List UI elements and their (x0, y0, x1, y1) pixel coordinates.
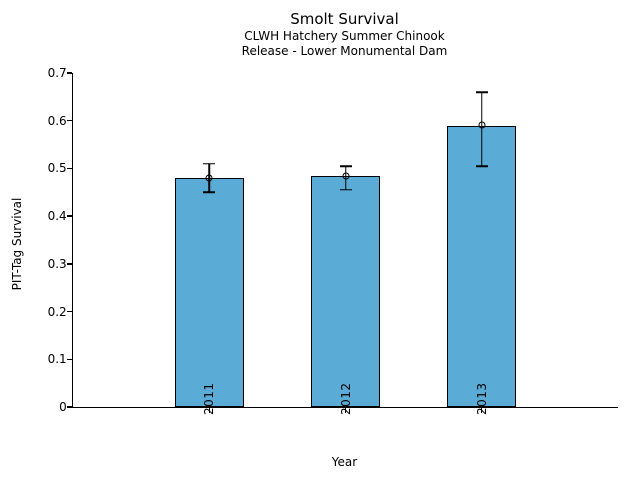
x-tick (481, 408, 483, 414)
error-bar-2013 (481, 92, 483, 167)
y-tick-label: 0.3 (47, 256, 67, 271)
error-cap-bottom-2012 (339, 189, 352, 191)
error-cap-bottom-2013 (475, 165, 488, 167)
y-tick (66, 72, 72, 74)
y-tick-label: 0.7 (47, 66, 67, 80)
bar-2011 (174, 177, 244, 407)
x-tick-label-2013: 2013 (474, 382, 489, 415)
y-tick (66, 310, 72, 313)
error-cap-top-2013 (475, 91, 488, 93)
plot-area: 0 0.1 0.2 0.3 0.4 0.5 0.6 0.7 2011 2012 2013 (48, 66, 618, 415)
chart-subtitle-line2: Release - Lower Monumental Dam (241, 44, 448, 58)
y-tick-label: 0.1 (47, 352, 67, 367)
error-cap-top-2012 (339, 165, 352, 167)
y-tick-label: 0.5 (47, 161, 67, 176)
x-axis-label: Year (331, 455, 358, 469)
mean-marker-2011 (205, 174, 213, 182)
title-block: Smolt Survival CLWH Hatchery Summer Chin… (72, 10, 617, 59)
mean-marker-2013 (478, 121, 486, 129)
y-tick-label: 0.2 (47, 304, 67, 319)
y-tick (66, 120, 72, 122)
y-tick (66, 263, 72, 265)
x-tick-label-2011: 2011 (202, 382, 217, 415)
y-tick-label: 0 (59, 400, 67, 414)
y-tick (66, 215, 72, 217)
x-tick (344, 408, 347, 414)
error-cap-bottom-2011 (203, 191, 216, 194)
bar-2012 (311, 175, 380, 407)
y-tick-label: 0.4 (47, 209, 67, 224)
chart-subtitle-line1: CLWH Hatchery Summer Chinook (244, 29, 445, 43)
y-axis-label: PIT-Tag Survival (10, 197, 24, 291)
x-tick-label-2012: 2012 (338, 382, 353, 415)
chart-title: Smolt Survival (290, 10, 399, 28)
mean-marker-2012 (342, 172, 349, 180)
y-tick (66, 406, 72, 408)
error-cap-top-2011 (203, 162, 216, 165)
y-tick (66, 167, 72, 170)
bar-2013 (447, 125, 517, 407)
y-tick (66, 358, 72, 360)
y-tick-label: 0.6 (47, 113, 67, 128)
x-tick (208, 408, 210, 414)
